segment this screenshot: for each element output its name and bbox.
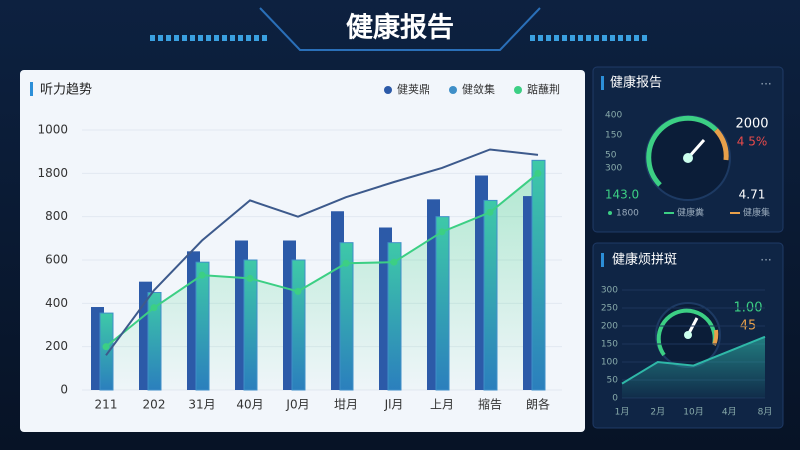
gauge-hub bbox=[684, 331, 692, 339]
x-tick-label: 202 bbox=[143, 398, 166, 412]
x-tick-label: 40月 bbox=[236, 398, 263, 412]
gauge-hub bbox=[683, 153, 693, 163]
legend-dot bbox=[608, 211, 612, 215]
point bbox=[438, 228, 446, 236]
legend-dot bbox=[449, 86, 457, 94]
gauge-value: 2000 bbox=[735, 117, 768, 132]
y-tick-label: 1800 bbox=[37, 166, 68, 180]
y-tick-label: 0 bbox=[60, 383, 68, 397]
title-accent bbox=[30, 82, 33, 96]
bar bbox=[483, 199, 498, 391]
point bbox=[150, 304, 158, 312]
point bbox=[486, 208, 494, 216]
x-tick-label: 坩月 bbox=[334, 398, 358, 412]
point bbox=[294, 287, 302, 295]
bar bbox=[531, 159, 546, 391]
area-line bbox=[621, 335, 766, 385]
title-accent bbox=[601, 76, 604, 90]
legend-swatch bbox=[664, 212, 674, 214]
bar bbox=[435, 216, 450, 391]
bar bbox=[339, 242, 354, 391]
x-tick-label: 1月 bbox=[615, 407, 630, 418]
line bbox=[105, 172, 539, 348]
point bbox=[342, 259, 350, 267]
gauge-value: 143.0 bbox=[605, 188, 639, 202]
y-tick-label: 100 bbox=[601, 358, 618, 368]
point bbox=[102, 343, 110, 351]
gauge-arc bbox=[712, 329, 719, 346]
legend-dot bbox=[514, 86, 522, 94]
legend-label: 1800 bbox=[616, 209, 639, 219]
x-tick-label: 8月 bbox=[758, 407, 773, 418]
axis-label: 150 bbox=[605, 131, 622, 141]
legend-label: 健康集 bbox=[743, 207, 770, 219]
x-tick-label: J0月 bbox=[285, 398, 309, 412]
axis-label: 50 bbox=[605, 151, 617, 161]
gauge-percent: 4 5% bbox=[737, 135, 768, 149]
y-tick-label: 50 bbox=[607, 376, 619, 386]
bar bbox=[291, 259, 306, 391]
x-tick-label: 朗各 bbox=[526, 397, 550, 412]
x-tick-label: 2月 bbox=[650, 407, 665, 418]
y-tick-label: 600 bbox=[45, 253, 68, 267]
gauge-arc bbox=[656, 308, 717, 357]
panel-title: 健康报告 bbox=[610, 75, 662, 91]
x-tick-label: Jl月 bbox=[384, 398, 404, 412]
y-tick-label: 400 bbox=[45, 296, 68, 310]
axis-label: 300 bbox=[605, 164, 622, 174]
line bbox=[105, 148, 539, 356]
point bbox=[198, 271, 206, 279]
x-tick-label: 211 bbox=[95, 398, 118, 412]
bar bbox=[99, 312, 114, 391]
point bbox=[246, 274, 254, 282]
x-tick-label: 上月 bbox=[430, 398, 454, 412]
y-tick-label: 200 bbox=[601, 322, 618, 332]
legend-label: 健康糞 bbox=[677, 207, 704, 219]
menu[interactable]: ... bbox=[760, 250, 771, 264]
gauge-arc bbox=[646, 115, 718, 187]
legend-label: 健荚鼎 bbox=[397, 82, 430, 96]
bar bbox=[387, 242, 402, 391]
bar bbox=[243, 259, 258, 391]
header-title: 健康报告 bbox=[346, 12, 454, 44]
y-tick-label: 800 bbox=[45, 209, 68, 223]
legend-swatch bbox=[730, 212, 740, 214]
x-tick-label: 10月 bbox=[683, 407, 703, 418]
title-accent bbox=[601, 253, 604, 267]
header-frame bbox=[259, 7, 541, 51]
gauge-value: 4.71 bbox=[739, 188, 766, 202]
point bbox=[534, 169, 542, 177]
legend-label: 健敛集 bbox=[462, 82, 495, 96]
y-tick-label: 250 bbox=[601, 304, 618, 314]
y-tick-label: 150 bbox=[601, 340, 618, 350]
x-tick-label: 31月 bbox=[188, 398, 215, 412]
y-tick-label: 0 bbox=[612, 394, 618, 404]
bar bbox=[147, 292, 162, 391]
y-tick-label: 300 bbox=[601, 286, 618, 296]
x-tick-label: 4月 bbox=[722, 407, 737, 418]
axis-label: 400 bbox=[605, 111, 622, 121]
y-tick-label: 1000 bbox=[37, 123, 68, 137]
menu[interactable]: ... bbox=[760, 74, 771, 88]
point bbox=[390, 258, 398, 266]
main-title: 听力趋势 bbox=[40, 82, 92, 98]
bar bbox=[195, 261, 210, 391]
y-tick-label: 200 bbox=[45, 339, 68, 353]
x-tick-label: 摍告 bbox=[478, 397, 502, 412]
legend-label: 踮蘸荆 bbox=[527, 82, 560, 96]
panel-title: 健康烦拼斑 bbox=[612, 252, 677, 268]
legend-dot bbox=[384, 86, 392, 94]
gauge-arc bbox=[714, 128, 729, 161]
